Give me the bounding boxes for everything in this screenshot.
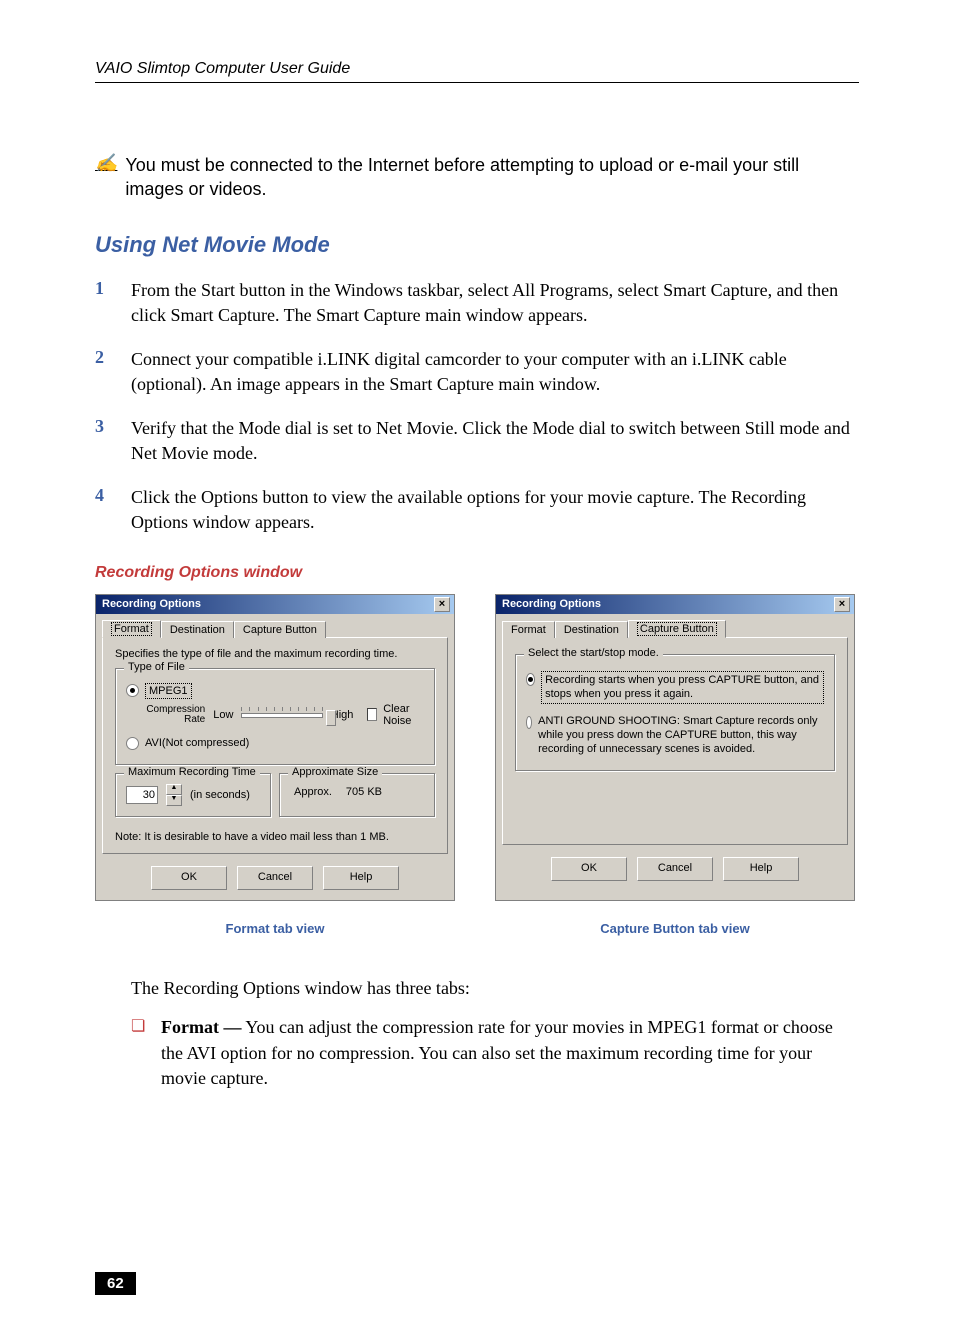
clear-noise-checkbox[interactable]: Clear Noise — [367, 703, 424, 727]
help-button[interactable]: Help — [723, 857, 799, 881]
tab-panel-capture: Select the start/stop mode. Recording st… — [502, 637, 848, 845]
tab-capture-button[interactable]: Capture Button — [628, 620, 726, 638]
seconds-input[interactable]: 30 — [126, 786, 158, 804]
step-item: 2 Connect your compatible i.LINK digital… — [95, 347, 859, 398]
tab-destination[interactable]: Destination — [555, 621, 628, 638]
tab-destination[interactable]: Destination — [161, 621, 234, 638]
radio-label: AVI(Not compressed) — [145, 737, 249, 749]
tab-capture-button[interactable]: Capture Button — [234, 621, 326, 638]
group-max-recording-time: Maximum Recording Time 30 ▲ ▼ (in second… — [115, 773, 271, 817]
radio-label: Recording starts when you press CAPTURE … — [541, 671, 824, 704]
steps-list: 1 From the Start button in the Windows t… — [95, 278, 859, 536]
figures-row: Recording Options × Format Destination C… — [95, 594, 859, 901]
tab-row: Format Destination Capture Button — [102, 620, 448, 637]
cancel-button[interactable]: Cancel — [237, 866, 313, 890]
bullet-rest: You can adjust the compression rate for … — [161, 1017, 833, 1088]
close-icon[interactable]: × — [834, 597, 850, 612]
radio-mpeg1[interactable]: MPEG1 — [126, 683, 424, 699]
step-number: 3 — [95, 416, 131, 467]
ok-button[interactable]: OK — [151, 866, 227, 890]
bullet-body: Format — You can adjust the compression … — [161, 1015, 859, 1092]
step-text: Connect your compatible i.LINK digital c… — [131, 347, 859, 398]
close-icon[interactable]: × — [434, 597, 450, 612]
group-title: Approximate Size — [288, 766, 382, 778]
tab-label: Format — [111, 622, 152, 636]
approx-label: Approx. — [294, 786, 332, 798]
step-number: 2 — [95, 347, 131, 398]
dialog-button-row: OK Cancel Help — [496, 851, 854, 891]
note-block: ✍ You must be connected to the Internet … — [95, 153, 859, 202]
dialog-title: Recording Options — [102, 598, 201, 610]
step-number: 1 — [95, 278, 131, 329]
step-number: 4 — [95, 485, 131, 536]
tab-label: Capture Button — [637, 622, 717, 636]
radio-icon — [126, 684, 139, 697]
panel-description: Specifies the type of file and the maxim… — [115, 648, 435, 660]
checkbox-label: Clear Noise — [383, 703, 424, 727]
help-button[interactable]: Help — [323, 866, 399, 890]
caption-capture-tab: Capture Button tab view — [495, 921, 855, 936]
bullet-label: Format — — [161, 1017, 241, 1037]
dialog-title: Recording Options — [502, 598, 601, 610]
radio-label: ANTI GROUND SHOOTING: Smart Capture reco… — [538, 714, 824, 757]
caption-format-tab: Format tab view — [95, 921, 455, 936]
captions-row: Format tab view Capture Button tab view — [95, 911, 859, 936]
radio-avi[interactable]: AVI(Not compressed) — [126, 737, 424, 750]
header-divider — [95, 82, 859, 83]
checkbox-icon — [367, 708, 377, 721]
panel-note: Note: It is desirable to have a video ma… — [115, 831, 435, 843]
compression-label: Compression Rate — [144, 705, 205, 725]
step-item: 3 Verify that the Mode dial is set to Ne… — [95, 416, 859, 467]
group-type-of-file: Type of File MPEG1 Compression Rate Low — [115, 668, 435, 765]
tab-row: Format Destination Capture Button — [502, 620, 848, 637]
radio-icon — [526, 716, 532, 729]
cancel-button[interactable]: Cancel — [637, 857, 713, 881]
slider-thumb-icon — [326, 710, 336, 726]
note-text: You must be connected to the Internet be… — [125, 153, 859, 202]
group-title: Type of File — [124, 661, 189, 673]
bullet-icon: ❏ — [131, 1015, 161, 1092]
radio-label: MPEG1 — [145, 683, 192, 699]
guide-title: VAIO Slimtop Computer User Guide — [95, 60, 859, 78]
dialog-button-row: OK Cancel Help — [96, 860, 454, 900]
bullet-item: ❏ Format — You can adjust the compressio… — [131, 1015, 859, 1092]
tab-format[interactable]: Format — [502, 621, 555, 638]
compression-slider[interactable] — [241, 707, 322, 723]
group-title: Maximum Recording Time — [124, 766, 260, 778]
radio-icon — [126, 737, 139, 750]
group-start-stop-mode: Select the start/stop mode. Recording st… — [515, 654, 835, 771]
spinner-up-icon[interactable]: ▲ — [166, 784, 182, 795]
tab-format[interactable]: Format — [102, 620, 161, 638]
figure-title: Recording Options window — [95, 564, 859, 582]
body-paragraph: The Recording Options window has three t… — [131, 976, 859, 1001]
seconds-spinner-row: 30 ▲ ▼ (in seconds) — [126, 784, 260, 806]
group-title: Select the start/stop mode. — [524, 647, 663, 659]
recording-options-dialog-format: Recording Options × Format Destination C… — [95, 594, 455, 901]
step-text: From the Start button in the Windows tas… — [131, 278, 859, 329]
tab-panel-format: Specifies the type of file and the maxim… — [102, 637, 448, 854]
compression-slider-row: Compression Rate Low High Clear — [144, 703, 424, 727]
seconds-label: (in seconds) — [190, 789, 250, 801]
radio-anti-ground[interactable]: ANTI GROUND SHOOTING: Smart Capture reco… — [526, 714, 824, 757]
step-item: 1 From the Start button in the Windows t… — [95, 278, 859, 329]
pencil-note-icon: ✍ — [95, 153, 117, 175]
section-title: Using Net Movie Mode — [95, 232, 859, 258]
group-approximate-size: Approximate Size Approx. 705 KB — [279, 773, 435, 817]
radio-press-toggle[interactable]: Recording starts when you press CAPTURE … — [526, 671, 824, 704]
step-text: Click the Options button to view the ava… — [131, 485, 859, 536]
slider-low-label: Low — [213, 709, 233, 721]
page-number: 62 — [95, 1272, 136, 1295]
ok-button[interactable]: OK — [551, 857, 627, 881]
step-text: Verify that the Mode dial is set to Net … — [131, 416, 859, 467]
dialog-titlebar: Recording Options × — [496, 595, 854, 614]
recording-options-dialog-capture: Recording Options × Format Destination C… — [495, 594, 855, 901]
dialog-titlebar: Recording Options × — [96, 595, 454, 614]
approx-value: 705 KB — [346, 786, 382, 798]
spinner-down-icon[interactable]: ▼ — [166, 795, 182, 806]
radio-icon — [526, 673, 535, 686]
step-item: 4 Click the Options button to view the a… — [95, 485, 859, 536]
